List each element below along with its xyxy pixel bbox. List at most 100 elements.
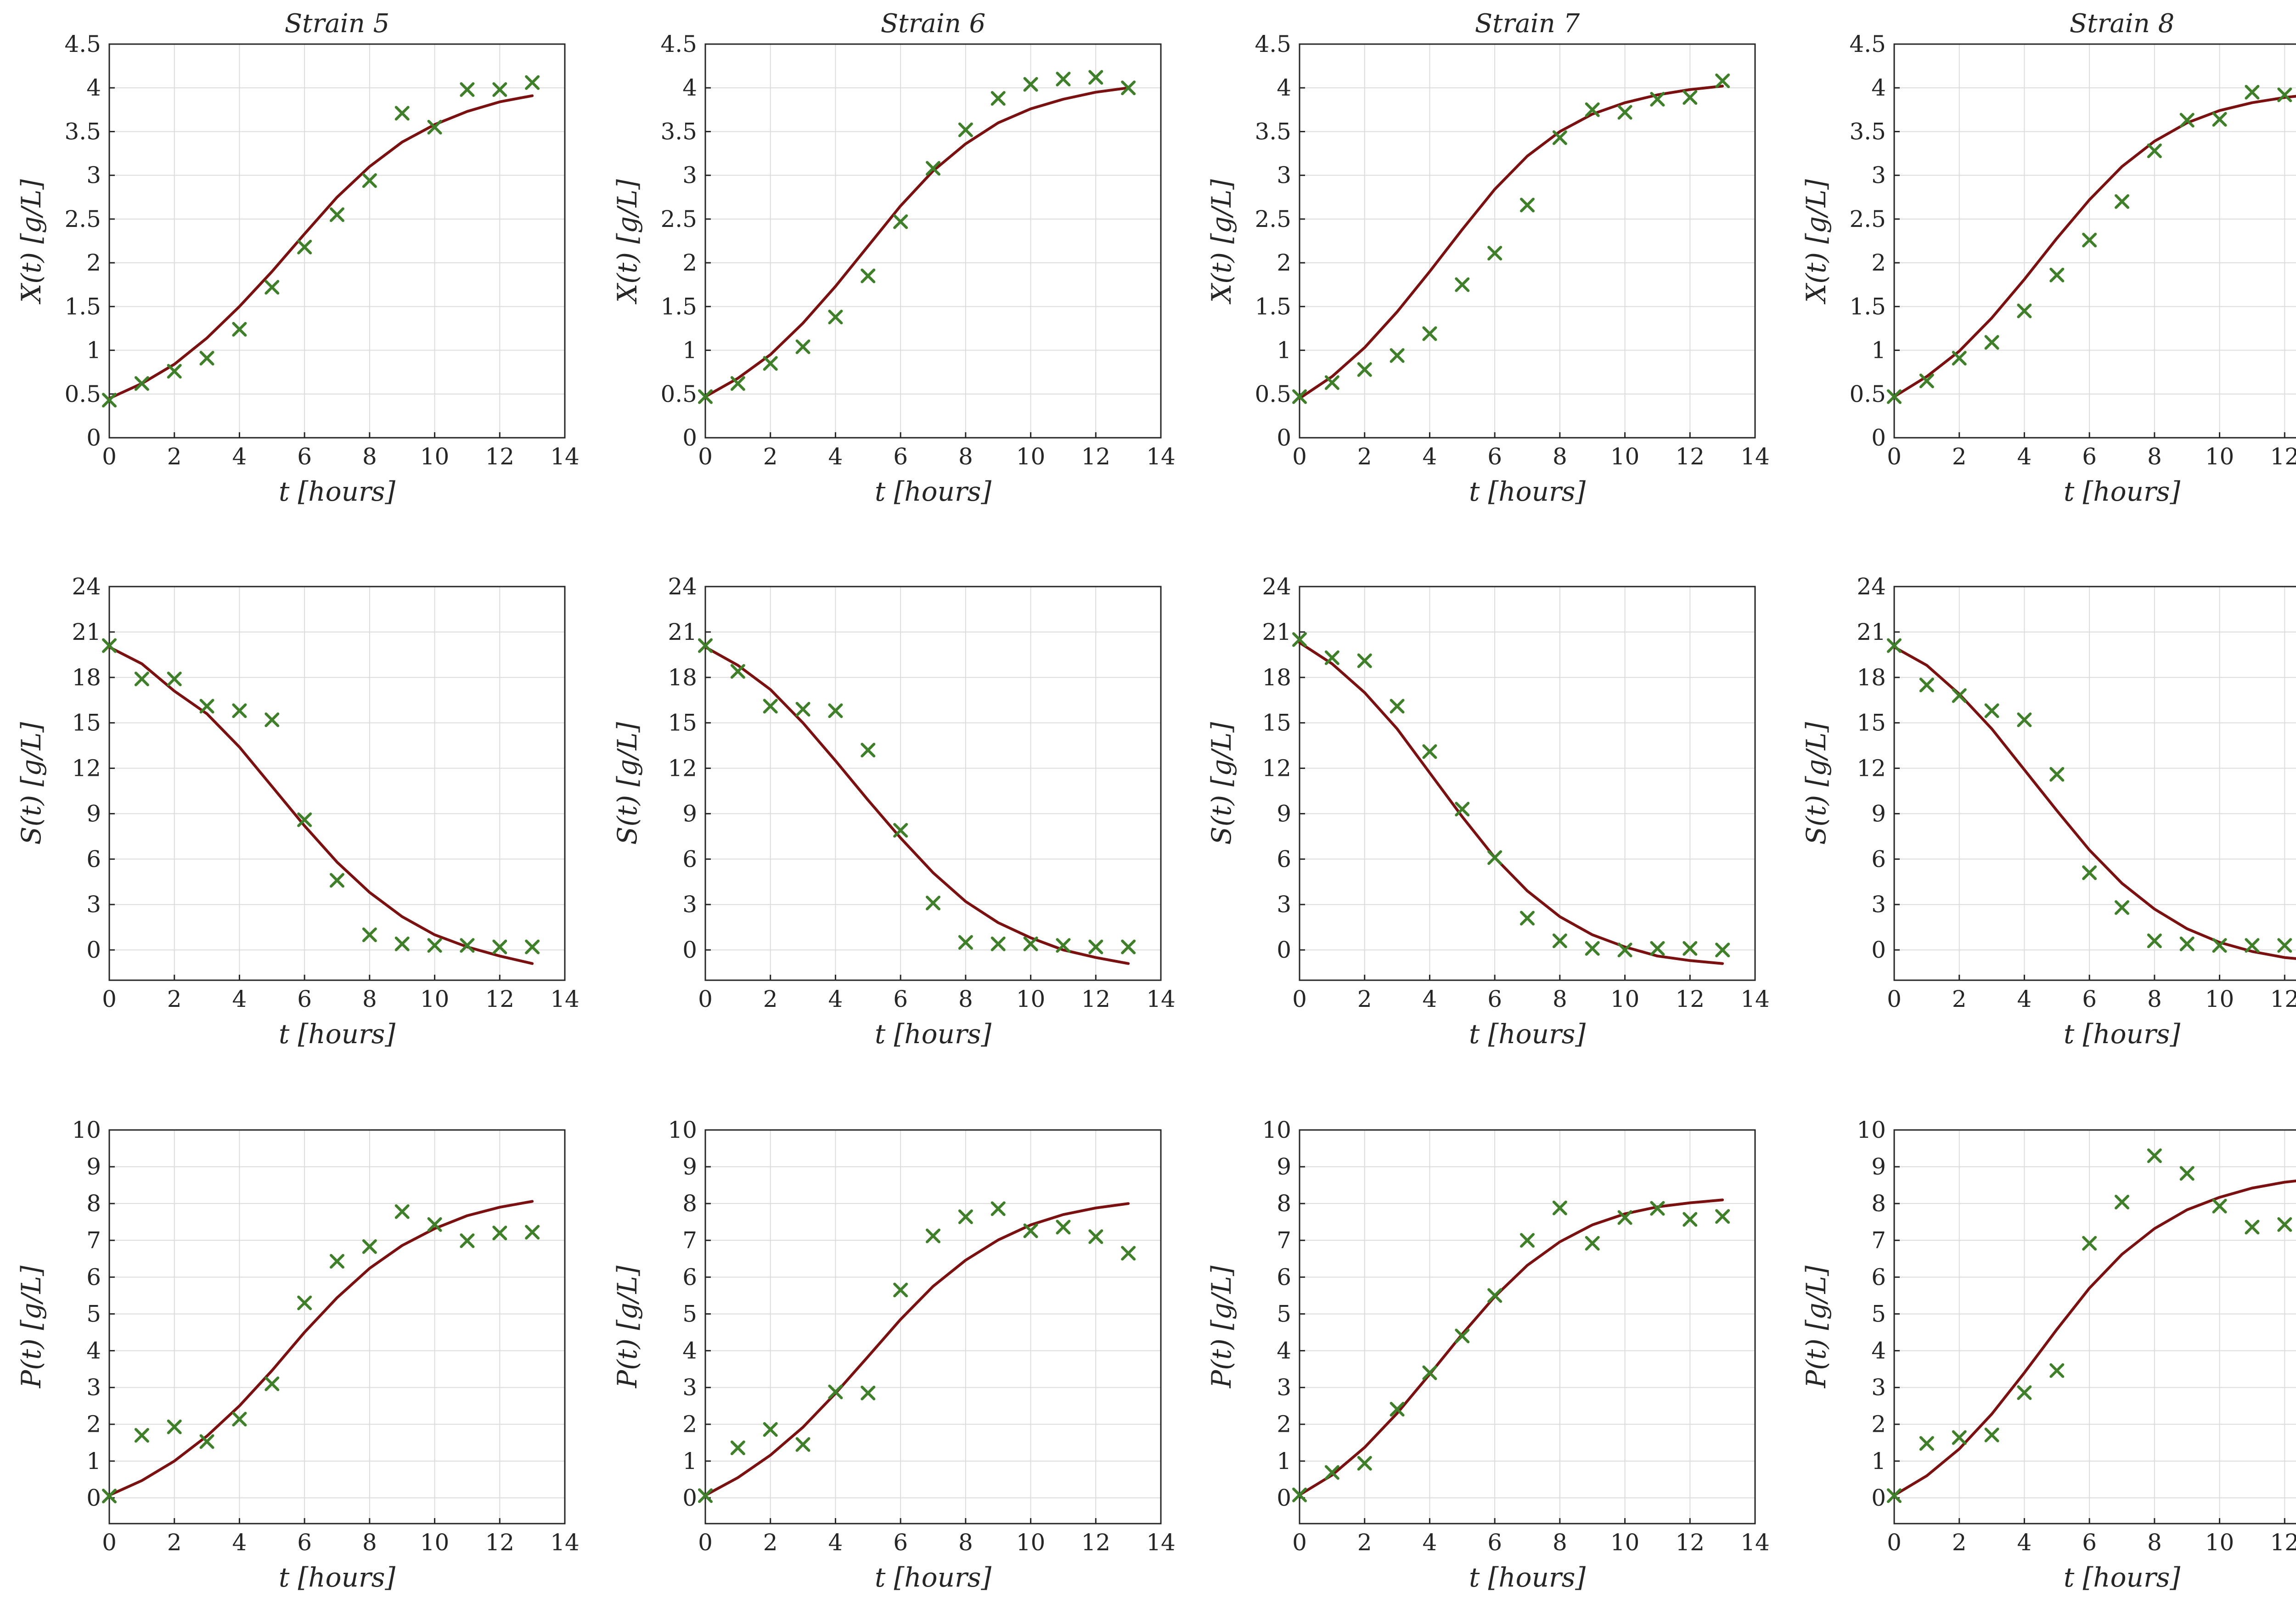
y-tick-label: 0 — [1277, 424, 1291, 451]
data-point-marker — [1292, 632, 1307, 647]
y-tick-label: 24 — [1857, 573, 1886, 600]
x-tick-label: 2 — [1357, 986, 1372, 1012]
y-tick-label: 15 — [72, 710, 101, 736]
x-tick-label: 2 — [763, 443, 778, 470]
data-point-marker — [1617, 943, 1632, 958]
y-tick-label: 1 — [682, 1448, 697, 1474]
axes-box — [1299, 586, 1756, 981]
y-tick-label: 0 — [682, 424, 697, 451]
data-point-marker — [394, 936, 410, 951]
x-tick-label: 2 — [763, 986, 778, 1012]
data-point-marker — [2082, 865, 2097, 880]
x-axis-label: t [hours] — [279, 476, 395, 507]
axes-box — [1893, 43, 2296, 439]
y-tick-label: 18 — [668, 664, 697, 691]
data-point-marker — [1357, 1456, 1372, 1471]
y-tick-label: 3 — [682, 891, 697, 918]
data-point-marker — [2179, 936, 2195, 951]
y-tick-label: 7 — [1277, 1227, 1291, 1254]
y-tick-label: 24 — [1262, 573, 1291, 600]
y-tick-label: 4 — [86, 1338, 101, 1364]
y-tick-label: 1 — [1871, 337, 1886, 364]
x-tick-label: 0 — [1292, 986, 1307, 1012]
data-point-marker — [297, 812, 312, 827]
data-point-marker — [362, 173, 377, 188]
y-tick-label: 3 — [86, 1374, 101, 1401]
axes-box — [1893, 1129, 2296, 1525]
y-axis-label: P(t) [g/L] — [1801, 1265, 1832, 1389]
grid — [1300, 1130, 1755, 1524]
data-point-marker — [926, 161, 940, 176]
data-point-marker — [232, 322, 247, 337]
x-tick-label: 12 — [1675, 443, 1705, 470]
y-tick-label: 1 — [86, 337, 101, 364]
x-tick-label: 0 — [1292, 1529, 1307, 1556]
data-point-marker — [394, 1204, 410, 1219]
data-point-marker — [1390, 1401, 1405, 1417]
x-tick-label: 4 — [232, 443, 247, 470]
data-point-marker — [102, 1488, 117, 1503]
data-point-marker — [2212, 1198, 2227, 1214]
y-tick-label: 8 — [682, 1190, 697, 1217]
y-tick-label: 1 — [1871, 1448, 1886, 1474]
data-point-marker — [1487, 1288, 1503, 1303]
grid — [109, 1130, 565, 1524]
y-tick-label: 0 — [1277, 937, 1291, 963]
y-tick-label: 3 — [1871, 891, 1886, 918]
x-tick-label: 2 — [1952, 1529, 1967, 1556]
y-tick-label: 24 — [668, 573, 697, 600]
data-point-marker — [2147, 933, 2162, 949]
x-tick-label: 2 — [167, 1529, 182, 1556]
data-point-marker — [958, 1209, 973, 1225]
y-tick-label: 1 — [1277, 1448, 1291, 1474]
grid — [109, 44, 565, 438]
subplot-r0-c1: 0 2 4 6 8 10 12 14 0 0.5 1 1.5 2 2.5 3 3.5 4 4.5 t [hours]… — [612, 9, 1176, 507]
data-point-marker — [2245, 1220, 2260, 1235]
y-tick-label: 0 — [682, 937, 697, 963]
data-point-marker — [362, 927, 377, 943]
data-point-marker — [330, 1254, 344, 1269]
y-tick-label: 4 — [1277, 74, 1291, 101]
y-tick-label: 21 — [1262, 619, 1291, 645]
data-point-marker — [861, 1385, 876, 1401]
data-point-marker — [2017, 712, 2032, 728]
data-point-marker — [232, 703, 247, 718]
x-tick-label: 4 — [828, 1529, 843, 1556]
y-tick-label: 6 — [86, 846, 101, 872]
data-point-marker — [1487, 246, 1503, 261]
y-tick-label: 2 — [1277, 1411, 1291, 1438]
data-point-marker — [199, 699, 214, 714]
data-point-marker — [330, 207, 344, 222]
data-point-marker — [2082, 1236, 2097, 1251]
x-tick-label: 12 — [485, 986, 514, 1012]
grid — [1894, 1130, 2296, 1524]
x-axis-label: t [hours] — [1469, 476, 1586, 507]
y-tick-label: 5 — [1277, 1300, 1291, 1327]
data-point-marker — [1585, 1236, 1600, 1251]
y-tick-label: 8 — [1277, 1190, 1291, 1217]
x-tick-label: 8 — [2147, 1529, 2162, 1556]
x-tick-label: 8 — [1553, 443, 1567, 470]
x-tick-label: 6 — [297, 443, 312, 470]
data-point-marker — [2179, 1166, 2195, 1181]
x-tick-label: 4 — [2017, 443, 2032, 470]
y-tick-label: 9 — [1277, 1153, 1291, 1180]
x-axis-label: t [hours] — [875, 476, 991, 507]
data-point-marker — [763, 356, 778, 371]
data-point-marker — [232, 1412, 247, 1427]
y-tick-label: 1.5 — [1849, 293, 1886, 320]
data-point-marker — [1552, 1200, 1567, 1215]
x-axis-label: t [hours] — [875, 1018, 991, 1050]
y-tick-label: 2.5 — [660, 206, 697, 232]
x-tick-label: 0 — [102, 443, 117, 470]
y-tick-label: 0.5 — [1255, 381, 1291, 407]
data-point-marker — [492, 939, 507, 955]
x-tick-label: 14 — [1146, 986, 1176, 1012]
axes-box — [704, 586, 1162, 981]
x-tick-label: 4 — [828, 986, 843, 1012]
y-tick-label: 12 — [72, 755, 101, 782]
subplot-r0-c2: 0 2 4 6 8 10 12 14 0 0.5 1 1.5 2 2.5 3 3.5 4 4.5 t [hours]… — [1206, 9, 1770, 507]
y-tick-label: 3.5 — [660, 118, 697, 145]
